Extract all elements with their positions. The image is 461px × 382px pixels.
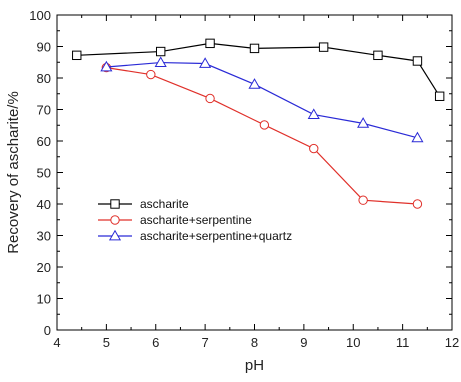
x-tick-label: 6 [152,335,159,350]
y-axis-title: Recovery of ascharite/% [5,91,22,254]
legend-label: ascharite+serpentine [140,213,252,227]
data-point [357,117,370,128]
y-tick-label: 90 [37,40,51,55]
x-tick-label: 10 [346,335,360,350]
y-tick-label: 50 [37,166,51,181]
series-1 [72,38,445,101]
legend: ascharite ascharite+serpentine ascharite+s… [98,197,292,243]
data-point [205,38,215,49]
x-tick-label: 4 [53,335,60,350]
data-point [318,42,329,52]
data-point [205,93,215,104]
data-point [307,108,320,119]
x-tick-label: 5 [103,335,110,350]
data-point [249,43,260,54]
legend-label: ascharite [140,197,189,211]
data-point [411,131,424,143]
y-tick-label: 20 [37,260,51,275]
x-axis-title: pH [245,357,264,374]
y-tick-label: 100 [29,8,51,23]
y-tick-label: 80 [37,71,51,86]
data-point [373,50,383,61]
legend-item: ascharite+serpentine [98,213,252,227]
data-point [100,60,113,72]
x-tick-label: 12 [445,335,459,350]
legend-marker [110,199,120,209]
legend-label: ascharite+serpentine+quartz [140,229,292,243]
series-3 [100,56,424,143]
y-tick-label: 10 [37,292,51,307]
y-tick-label: 60 [37,134,51,149]
y-tick-label: 70 [37,103,51,118]
data-point [309,143,319,154]
legend-item: ascharite+serpentine+quartz [98,229,292,243]
legend-marker [108,229,122,241]
y-tick-label: 40 [37,197,51,212]
plot-frame [56,14,453,331]
data-point [412,56,423,66]
y-tick-label: 0 [44,323,51,338]
data-point [154,56,167,67]
x-tick-label: 7 [202,335,209,350]
data-point [146,69,156,80]
data-point [259,120,270,130]
data-point [199,57,212,68]
series-line [76,42,441,97]
data-point [72,50,82,61]
data-point [248,78,261,89]
series-layer [72,38,445,209]
data-point [155,46,166,57]
data-point [412,199,423,209]
data-point [358,195,368,205]
legend-marker [110,215,120,225]
x-tick-label: 11 [396,335,410,350]
x-tick-label: 9 [300,335,307,350]
data-point [434,91,445,101]
x-tick-label: 8 [251,335,258,350]
y-tick-label: 30 [37,229,51,244]
legend-item: ascharite [98,197,189,211]
